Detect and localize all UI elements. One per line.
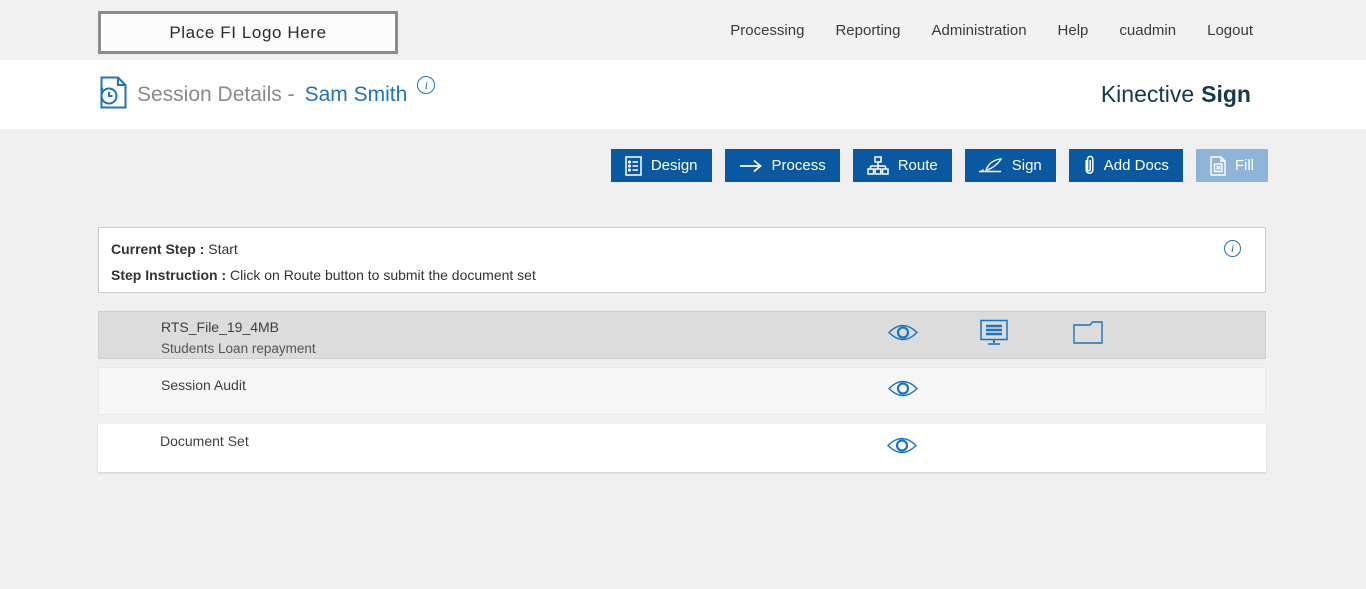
fill-button-label: Fill [1234,157,1254,174]
brand-name: Kinective [1100,81,1195,107]
process-arrow-icon [739,159,763,173]
step-instruction-label: Step Instruction : [111,267,227,283]
design-button-label: Design [650,157,698,174]
sign-pen-icon [978,158,1003,173]
step-instruction-line: Step Instruction : Click on Route button… [111,267,536,283]
document-subtitle: Students Loan repayment [161,341,316,356]
fill-form-icon [1210,155,1226,176]
document-title: RTS_File_19_4MB [161,319,280,335]
view-eye-icon[interactable] [887,379,919,404]
design-button[interactable]: Design [610,149,712,182]
step-instruction-value: Click on Route button to submit the docu… [230,267,536,283]
nav-item-administration[interactable]: Administration [931,21,1027,39]
current-step-panel: Current Step : Start Step Instruction : … [98,227,1266,293]
top-header-bar: Place FI Logo Here Processing Reporting … [0,0,1366,60]
present-monitor-icon[interactable] [979,319,1009,351]
current-step-line: Current Step : Start [111,241,238,257]
page-title-bar: Session Details - Sam Smith i Kinective … [0,60,1366,129]
step-info-icon[interactable]: i [1224,240,1241,257]
design-document-icon [625,155,642,176]
action-toolbar: Design Process Route [610,149,1268,182]
page-title: Session Details - [137,82,295,106]
session-audit-label: Session Audit [161,377,246,393]
nav-item-logout[interactable]: Logout [1207,21,1253,39]
view-eye-icon[interactable] [886,436,918,461]
brand-logo: Kinective Sign [1101,60,1251,129]
nav-item-help[interactable]: Help [1057,21,1089,39]
session-history-document-icon [98,76,127,114]
session-details-title-group: Session Details - Sam Smith i [98,60,436,129]
nav-item-processing[interactable]: Processing [730,21,805,39]
route-button-label: Route [897,157,938,174]
fill-button[interactable]: Fill [1195,149,1268,182]
session-audit-row[interactable]: Session Audit [98,367,1266,415]
route-sitemap-icon [866,155,889,176]
view-eye-icon[interactable] [887,323,919,348]
document-set-row[interactable]: Document Set [98,424,1266,472]
add-docs-button[interactable]: Add Docs [1068,149,1183,182]
brand-product: Sign [1201,81,1251,107]
folder-icon[interactable] [1073,321,1103,349]
current-step-value: Start [208,241,238,257]
nav-item-reporting[interactable]: Reporting [835,21,901,39]
paperclip-icon [1083,155,1095,176]
document-row-rts-file[interactable]: RTS_File_19_4MB Students Loan repayment [98,311,1266,359]
top-navigation: Processing Reporting Administration Help… [730,0,1253,60]
document-set-label: Document Set [160,433,249,449]
add-docs-button-label: Add Docs [1103,157,1169,174]
sign-button[interactable]: Sign [964,149,1056,182]
session-info-icon[interactable]: i [417,76,436,94]
session-user-name: Sam Smith [304,82,408,106]
process-button-label: Process [771,157,826,174]
nav-item-user-cuadmin[interactable]: cuadmin [1119,21,1177,39]
sign-button-label: Sign [1011,157,1042,174]
fi-logo-placeholder: Place FI Logo Here [98,11,398,54]
current-step-label: Current Step : [111,241,205,257]
fi-logo-placeholder-text: Place FI Logo Here [169,22,327,42]
process-button[interactable]: Process [724,149,840,182]
route-button[interactable]: Route [852,149,952,182]
